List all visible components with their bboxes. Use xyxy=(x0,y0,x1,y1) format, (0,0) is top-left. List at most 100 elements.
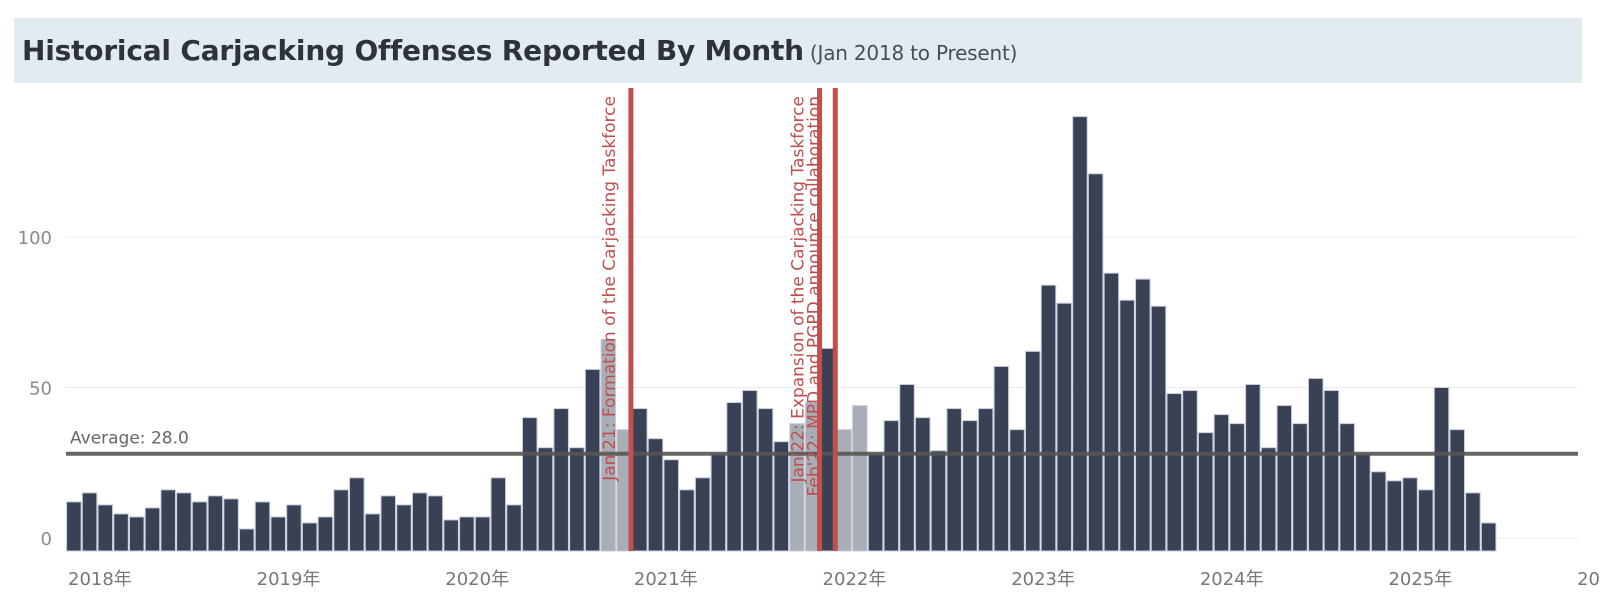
bar xyxy=(113,513,129,552)
bar xyxy=(773,441,790,552)
bar xyxy=(1087,173,1104,552)
bar xyxy=(867,453,884,552)
bar xyxy=(270,516,286,552)
bar xyxy=(1150,305,1167,552)
bar xyxy=(97,504,114,552)
bar xyxy=(317,516,334,552)
x-tick-label: 2021年 xyxy=(634,569,698,590)
bar xyxy=(1009,429,1025,552)
bar xyxy=(1292,423,1308,552)
bar xyxy=(537,447,554,552)
x-tick-label: 2025年 xyxy=(1388,569,1452,590)
bar xyxy=(899,383,915,552)
x-tick-label: 2018年 xyxy=(68,569,132,590)
bar xyxy=(1355,453,1371,552)
bar xyxy=(66,501,82,552)
bar xyxy=(1182,390,1198,552)
bar xyxy=(930,450,947,552)
bar xyxy=(443,519,459,552)
chart-subtitle: (Jan 2018 to Present) xyxy=(809,41,1018,65)
bar xyxy=(1433,387,1450,552)
bar xyxy=(396,504,412,552)
bar xyxy=(333,489,349,552)
annotation-label: Jan'21: Formation of the Carjacking Task… xyxy=(600,96,620,482)
x-tick-label: 2023年 xyxy=(1011,569,1075,590)
bar xyxy=(1276,405,1293,552)
bar xyxy=(160,489,176,552)
bar xyxy=(1323,390,1340,552)
bar xyxy=(349,477,365,552)
bar xyxy=(380,495,397,552)
bar xyxy=(411,492,428,552)
bar xyxy=(301,522,318,552)
bar xyxy=(286,504,302,552)
y-tick-label-0: 0 xyxy=(41,529,52,550)
bar xyxy=(474,516,491,552)
annotation-label: Feb'22: MPD and PGPD announce collaborat… xyxy=(804,96,824,496)
bar xyxy=(710,453,727,552)
bar xyxy=(1386,480,1403,552)
bar xyxy=(569,447,585,552)
bar xyxy=(977,408,994,552)
annotation-label: Jan'22: Expansion of the Carjacking Task… xyxy=(789,96,809,483)
bar xyxy=(521,417,538,552)
bar xyxy=(1103,272,1120,552)
bar xyxy=(1229,423,1245,552)
bar xyxy=(1245,383,1261,552)
average-label: Average: 28.0 xyxy=(70,429,189,449)
chart-title: Historical Carjacking Offenses Reported … xyxy=(22,34,1017,67)
bar xyxy=(726,402,742,552)
bar xyxy=(1135,278,1151,552)
bar xyxy=(1260,447,1277,552)
bar xyxy=(883,420,900,552)
bar xyxy=(852,405,868,552)
bar xyxy=(1025,350,1041,552)
bar xyxy=(1197,432,1214,552)
bar xyxy=(946,408,962,552)
bar xyxy=(223,498,239,552)
bar xyxy=(1370,471,1387,552)
y-tick-label-100: 100 xyxy=(18,228,52,249)
x-tick-label: 2024年 xyxy=(1200,569,1264,590)
chart-header: Historical Carjacking Offenses Reported … xyxy=(14,18,1582,83)
bar xyxy=(836,429,852,552)
bar xyxy=(1056,302,1072,552)
bar xyxy=(600,338,617,552)
x-tick-label: 2019年 xyxy=(257,569,321,590)
bar xyxy=(993,365,1010,552)
bar xyxy=(490,477,507,552)
bar xyxy=(553,408,569,552)
bar xyxy=(1465,492,1481,552)
bar xyxy=(647,438,664,552)
bar xyxy=(742,390,758,552)
bar xyxy=(144,507,161,552)
bar xyxy=(679,489,695,552)
bar xyxy=(914,417,931,552)
bar xyxy=(506,504,522,552)
bar xyxy=(207,495,224,552)
bar xyxy=(1307,377,1324,552)
bar xyxy=(128,516,145,552)
title-text: Historical Carjacking Offenses Reported … xyxy=(22,34,804,67)
x-tick-label: 2026年 xyxy=(1577,569,1600,590)
bar xyxy=(1480,522,1497,552)
bar xyxy=(1213,414,1230,552)
x-tick-label: 2020年 xyxy=(445,569,509,590)
bar xyxy=(962,420,978,552)
bar xyxy=(459,516,475,552)
bar xyxy=(191,501,208,552)
bar xyxy=(1072,116,1088,552)
bar xyxy=(364,513,381,552)
bar xyxy=(1402,477,1418,552)
bar xyxy=(254,501,271,552)
bar xyxy=(584,368,601,552)
bar xyxy=(632,408,648,552)
bar xyxy=(81,492,98,552)
bar xyxy=(1339,423,1355,552)
bar xyxy=(427,495,444,552)
bar xyxy=(757,408,774,552)
bar xyxy=(1040,284,1057,552)
bar xyxy=(1166,393,1183,552)
bar xyxy=(1418,489,1434,552)
